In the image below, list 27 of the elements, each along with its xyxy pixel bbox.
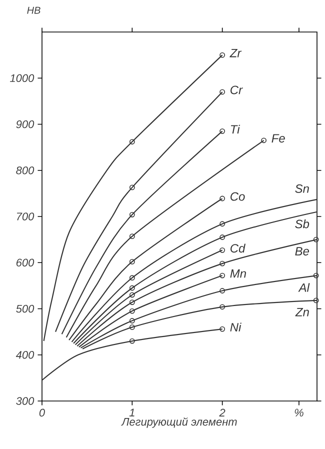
series-label: Sn [295,184,309,193]
y-tick-label: 900 [16,120,34,128]
y-tick-label: 400 [16,350,34,359]
series-label: Be [295,247,310,256]
x-tick-label: % [294,408,304,416]
series-label: Cd [230,244,246,253]
series-label: Zn [295,308,309,316]
series-label: Co [230,192,245,201]
series-label: Sb [295,219,310,228]
series-label: Al [298,283,310,292]
series-label: Zr [230,48,242,58]
series-label: Ti [230,124,240,134]
series-label: Mn [230,269,246,278]
series-label: Fe [272,134,285,143]
x-tick-label: 1 [129,408,134,416]
y-tick-label: 300 [16,397,34,405]
x-axis-title: Легирующий элемент [121,417,237,428]
x-tick-label: 2 [219,408,226,416]
series-label: Ni [230,322,242,332]
y-tick-label: 600 [16,258,34,267]
y-tick-label: 700 [16,212,34,220]
y-axis-title: HB [27,6,40,14]
y-tick-label: 500 [16,304,34,313]
series-label: Cr [230,86,243,94]
y-tick-label: 800 [16,166,34,174]
x-tick-label: 0 [39,408,45,417]
y-tick-label: 1000 [10,74,34,82]
